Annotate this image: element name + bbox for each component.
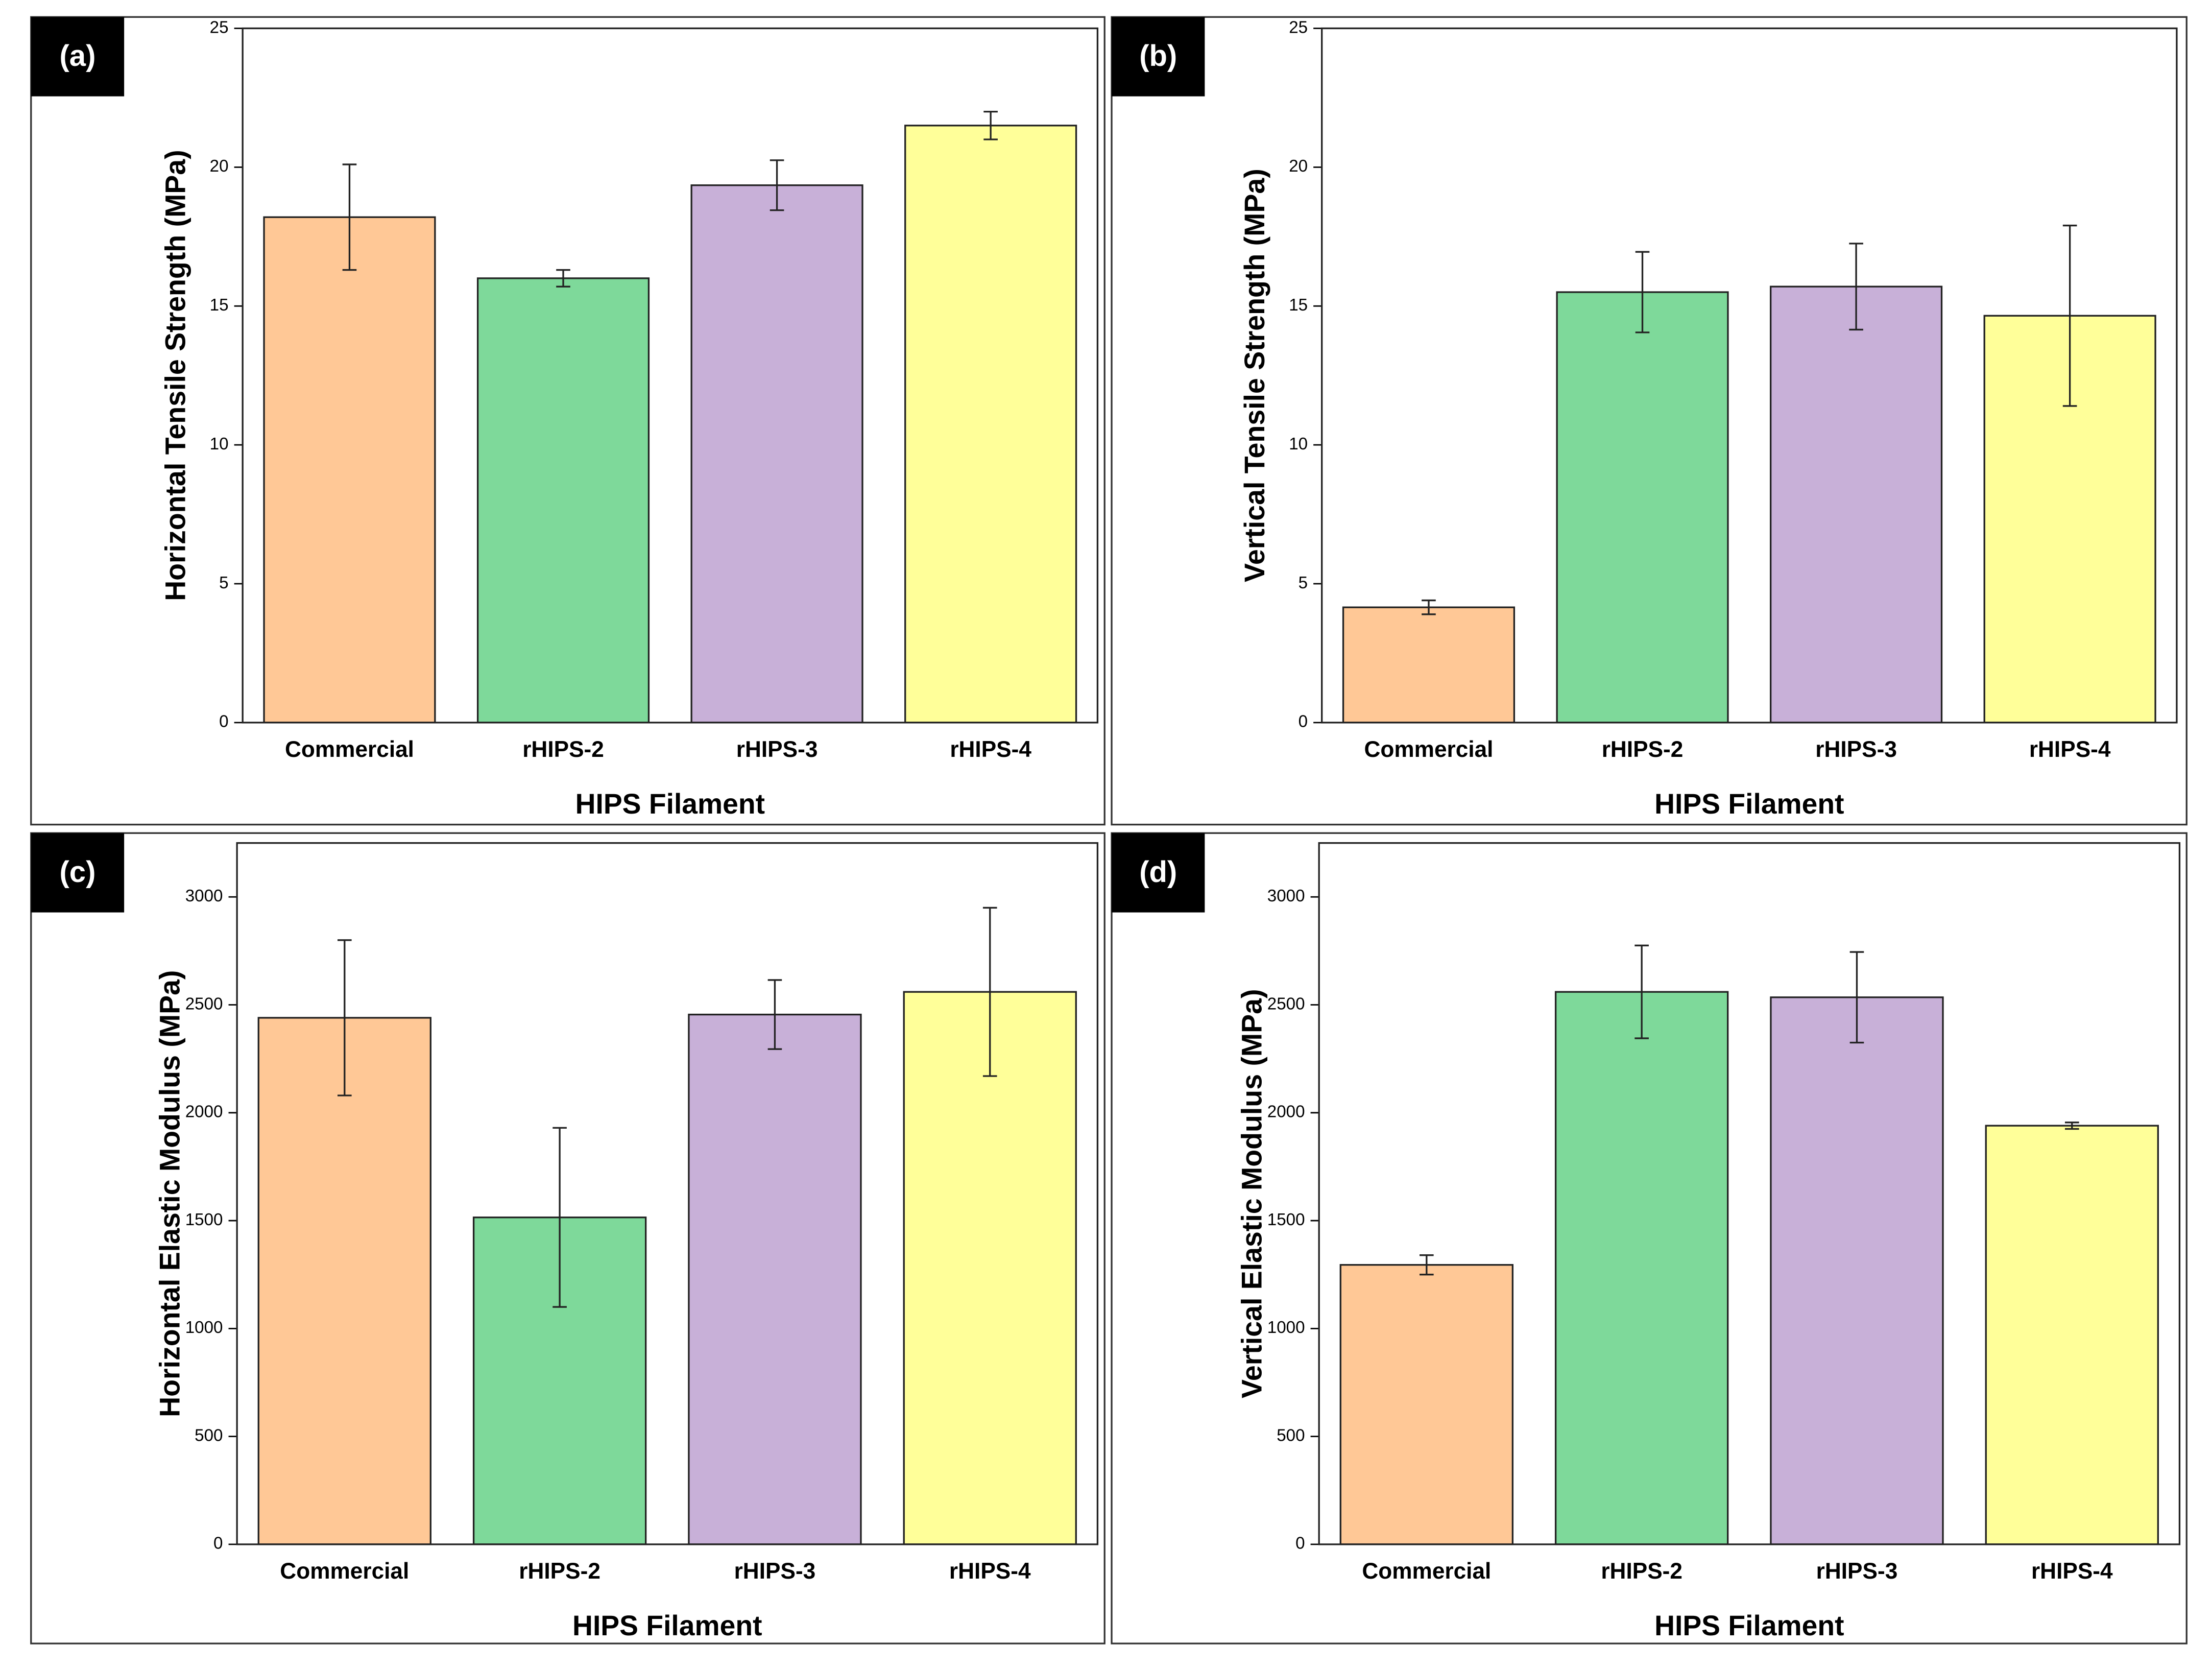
error-bar	[1420, 1254, 1434, 1276]
y-tick-label: 20	[210, 157, 229, 176]
y-tick-label: 1000	[1267, 1318, 1305, 1337]
x-axis-title: HIPS Filament	[575, 788, 765, 820]
y-tick-label: 15	[1289, 296, 1308, 315]
x-tick-label: Commercial	[280, 1559, 409, 1584]
bar	[263, 216, 436, 724]
y-tick-label: 0	[213, 1534, 223, 1553]
y-tick-label: 1500	[185, 1210, 223, 1229]
y-tick-label: 2500	[1267, 994, 1305, 1013]
x-tick-label: Commercial	[1364, 737, 1493, 762]
panel-label-box	[31, 17, 125, 97]
y-tick-label: 2000	[185, 1103, 223, 1122]
panel-label: (b)	[1139, 39, 1177, 73]
plot-frame	[1318, 842, 2181, 1545]
y-tick-label: 10	[1289, 435, 1308, 454]
y-tick-label: 10	[210, 435, 229, 454]
y-tick-label: 2500	[185, 994, 223, 1013]
error-bar	[770, 159, 784, 211]
plot-frame	[242, 27, 1099, 724]
error-bar	[983, 110, 998, 140]
x-tick-label: rHIPS-4	[2031, 1559, 2113, 1584]
error-bar	[342, 163, 357, 271]
error-bar	[552, 1127, 567, 1308]
x-tick-label: rHIPS-4	[949, 1559, 1031, 1584]
x-tick-label: rHIPS-2	[1601, 1559, 1682, 1584]
error-bar	[2064, 1122, 2079, 1130]
bar	[690, 184, 863, 724]
panel-label: (c)	[60, 855, 96, 889]
y-tick-label: 0	[219, 712, 228, 731]
bar	[1556, 291, 1729, 724]
panel-frame	[30, 16, 1105, 826]
x-tick-label: rHIPS-3	[734, 1559, 816, 1584]
x-tick-label: rHIPS-2	[519, 1559, 600, 1584]
bar	[903, 991, 1077, 1545]
y-tick-label: 25	[210, 18, 229, 37]
panel-label: (a)	[60, 39, 96, 73]
bar	[1985, 1125, 2159, 1545]
y-tick-label: 5	[1299, 574, 1308, 592]
y-tick-label: 25	[1289, 18, 1308, 37]
x-tick-label: rHIPS-3	[736, 737, 818, 762]
bar	[476, 277, 650, 724]
bar	[1342, 606, 1516, 724]
x-tick-label: rHIPS-2	[522, 737, 604, 762]
bar	[688, 1013, 862, 1545]
error-bar	[767, 979, 782, 1050]
y-tick-label: 15	[210, 296, 229, 315]
x-axis-title: HIPS Filament	[1654, 788, 1844, 820]
plot-frame	[1321, 27, 2178, 724]
y-tick-label: 1000	[185, 1318, 223, 1337]
y-axis-title: Vertical Elastic Modulus (MPa)	[1236, 989, 1268, 1399]
y-axis-title: Horizontal Tensile Strength (MPa)	[160, 150, 191, 601]
y-tick-label: 5	[219, 574, 228, 592]
y-tick-label: 3000	[1267, 887, 1305, 905]
error-bar	[1849, 243, 1863, 331]
panel-label-box	[1112, 17, 1205, 97]
y-tick-label: 500	[195, 1426, 223, 1445]
panel-frame	[1111, 832, 2187, 1644]
x-tick-label: rHIPS-4	[950, 737, 1031, 762]
panel-label-box	[31, 833, 125, 913]
y-tick-label: 3000	[185, 887, 223, 905]
x-axis-title: HIPS Filament	[1654, 1610, 1844, 1641]
panel-frame	[30, 832, 1105, 1644]
x-tick-label: rHIPS-3	[1815, 737, 1897, 762]
x-tick-label: rHIPS-2	[1602, 737, 1684, 762]
y-tick-label: 500	[1277, 1426, 1305, 1445]
x-tick-label: rHIPS-4	[2029, 737, 2111, 762]
y-tick-label: 20	[1289, 157, 1308, 176]
y-axis-title: Horizontal Elastic Modulus (MPa)	[154, 970, 186, 1417]
error-bar	[982, 907, 997, 1077]
x-tick-label: Commercial	[285, 737, 414, 762]
bar	[1770, 996, 1944, 1545]
panel-label: (d)	[1139, 855, 1177, 889]
y-tick-label: 0	[1295, 1534, 1305, 1553]
bar	[1770, 285, 1943, 724]
error-bar	[2062, 224, 2077, 407]
panel-frame	[1111, 16, 2187, 826]
error-bar	[1634, 944, 1649, 1039]
error-bar	[1422, 599, 1436, 615]
error-bar	[556, 269, 570, 288]
panel-label-box	[1112, 833, 1205, 913]
x-axis-title: HIPS Filament	[572, 1610, 762, 1641]
error-bar	[1635, 251, 1650, 333]
error-bar	[1849, 951, 1864, 1044]
y-tick-label: 2000	[1267, 1103, 1305, 1122]
plot-frame	[236, 842, 1099, 1545]
y-tick-label: 1500	[1267, 1210, 1305, 1229]
y-tick-label: 0	[1299, 712, 1308, 731]
x-tick-label: Commercial	[1362, 1559, 1491, 1584]
y-axis-title: Vertical Tensile Strength (MPa)	[1239, 169, 1270, 582]
x-tick-label: rHIPS-3	[1816, 1559, 1898, 1584]
bar	[904, 125, 1077, 724]
bar	[257, 1017, 431, 1545]
error-bar	[337, 939, 352, 1096]
bar	[1554, 991, 1729, 1545]
bar	[1339, 1264, 1514, 1545]
